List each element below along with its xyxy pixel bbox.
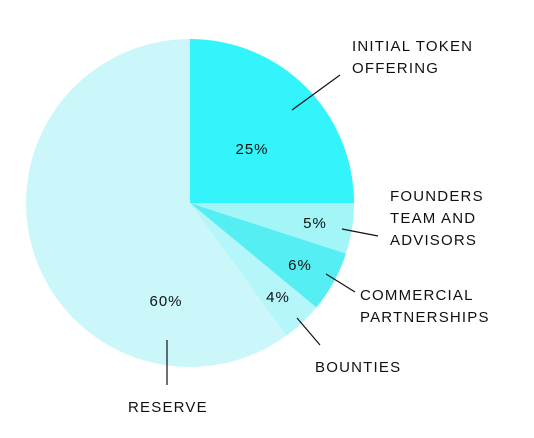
value-label: 25% (235, 141, 268, 158)
value-label: 4% (266, 289, 290, 306)
category-label: RESERVE (128, 399, 208, 416)
category-label: COMMERCIAL PARTNERSHIPS (360, 287, 490, 326)
value-label: 5% (303, 215, 327, 232)
pie-slice (190, 203, 346, 308)
callout-line (296, 317, 321, 346)
value-label: 6% (288, 257, 312, 274)
value-label: 60% (149, 293, 182, 310)
pie-slice (190, 203, 317, 336)
pie-slice (25, 39, 287, 368)
pie-slice (190, 39, 354, 203)
pie-slice (190, 203, 354, 254)
category-label: BOUNTIES (315, 359, 402, 376)
category-label: FOUNDERS TEAM AND ADVISORS (390, 188, 484, 249)
category-label: INITIAL TOKEN OFFERING (352, 38, 474, 77)
callout-line (325, 273, 356, 293)
callout-line (291, 74, 341, 111)
callout-line (341, 228, 379, 237)
